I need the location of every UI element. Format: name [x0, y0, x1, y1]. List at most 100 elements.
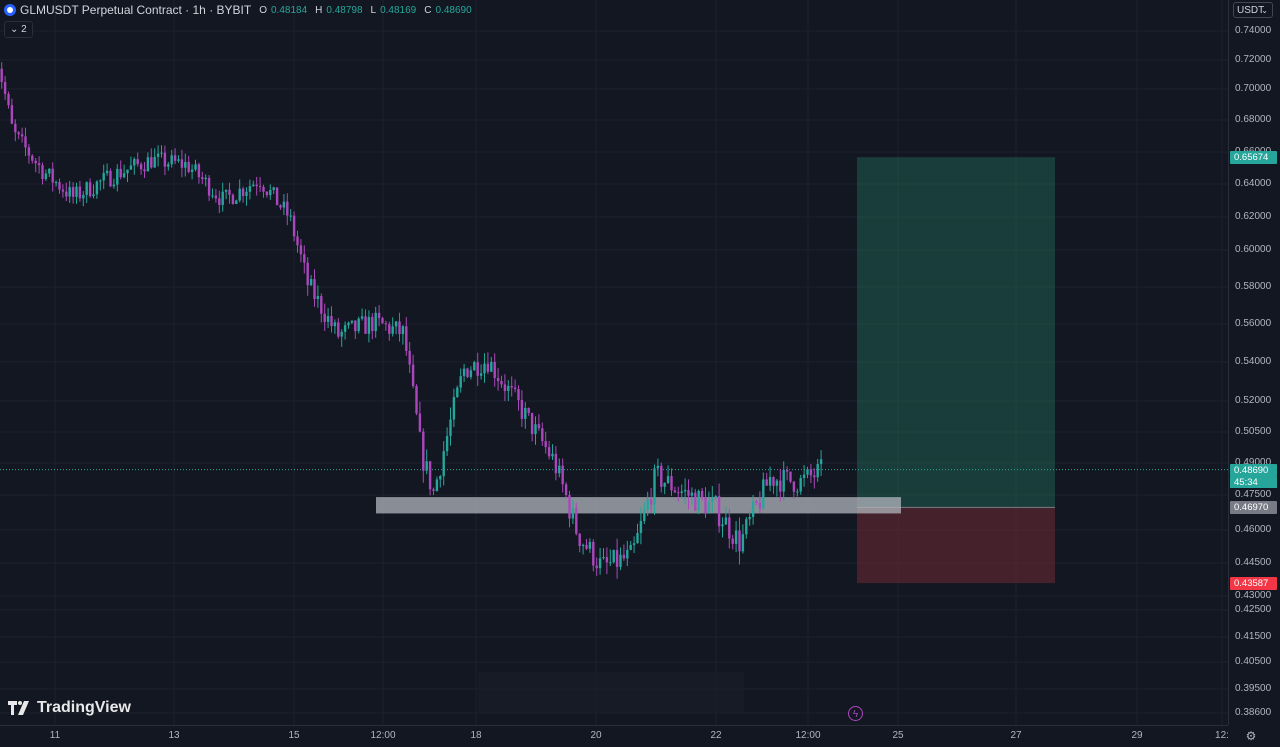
candle-body — [190, 169, 194, 173]
candle-body — [534, 424, 537, 435]
candle-body — [717, 496, 721, 527]
candle-body — [306, 262, 309, 286]
candle-body — [449, 419, 452, 437]
candle-body — [20, 134, 24, 137]
candle-body — [340, 331, 343, 337]
candle-body — [541, 428, 544, 442]
candle-body — [326, 315, 330, 322]
candle-body — [241, 188, 245, 196]
candle-body — [269, 189, 272, 196]
indicators-count: 2 — [21, 24, 27, 35]
time-scale[interactable]: 11 13 15 12:00 18 20 22 12:00 25 27 29 12: ⚙ — [0, 725, 1256, 747]
chart-legend: GLMUSDT Perpetual Contract · 1h · BYBIT … — [4, 3, 472, 17]
candle-body — [649, 499, 653, 505]
candle-body — [605, 557, 609, 563]
symbol-title[interactable]: GLMUSDT Perpetual Contract · 1h · BYBIT — [20, 3, 252, 17]
support-zone — [376, 497, 901, 514]
candle-body — [405, 326, 408, 351]
candle-body — [116, 168, 119, 185]
indicators-collapse-button[interactable]: ⌄ 2 — [4, 21, 33, 38]
stop-price-badge: 0.43587 — [1230, 577, 1277, 591]
candle-body — [585, 544, 588, 549]
candle-body — [755, 501, 758, 503]
candle-body — [439, 476, 442, 480]
candle-body — [707, 501, 711, 514]
candle-body — [371, 316, 374, 332]
lightning-icon[interactable]: ϟ — [848, 706, 863, 721]
candle-body — [337, 322, 340, 337]
candle-body — [197, 164, 201, 178]
candle-body — [231, 194, 235, 204]
chart-area[interactable]: GLMUSDT Perpetual Contract · 1h · BYBIT … — [0, 0, 1228, 725]
candle-body — [133, 159, 136, 166]
candle-body — [136, 159, 139, 165]
candle-body — [245, 191, 248, 196]
candle-body — [809, 469, 813, 476]
candle-body — [143, 169, 146, 172]
price-chart[interactable] — [0, 0, 1228, 725]
candle-body — [734, 530, 738, 544]
candle-body — [622, 554, 626, 559]
tradingview-logo[interactable]: TradingView — [8, 699, 131, 717]
candle-body — [768, 477, 772, 486]
price-scale[interactable]: USDT ⌄ 0.740000.720000.700000.680000.660… — [1228, 0, 1280, 725]
candle-body — [537, 424, 541, 429]
candle-body — [68, 187, 71, 197]
candle-body — [425, 461, 428, 471]
candle-body — [636, 533, 639, 544]
candle-body — [170, 155, 173, 165]
candle-body — [626, 549, 629, 559]
candle-body — [517, 389, 520, 401]
candle-body — [806, 469, 809, 475]
candle-body — [394, 321, 398, 327]
candle-body — [163, 152, 167, 167]
candle-body — [561, 465, 564, 485]
currency-label: USDT — [1237, 5, 1265, 16]
candle-body — [785, 469, 789, 472]
candle-body — [207, 177, 211, 196]
currency-selector[interactable]: USDT ⌄ — [1233, 2, 1273, 18]
low-key: L — [370, 4, 377, 16]
settings-icon[interactable]: ⚙ — [1245, 729, 1257, 743]
open-value: 0.48184 — [270, 4, 308, 16]
candle-body — [357, 318, 360, 332]
price-tick-label: 0.72000 — [1235, 54, 1272, 65]
candle-body — [663, 482, 666, 487]
candle-body — [792, 481, 796, 492]
candle-body — [275, 187, 279, 206]
candle-body — [751, 501, 755, 517]
candle-body — [680, 491, 683, 493]
candle-body — [459, 376, 462, 388]
time-tick-label: 12:00 — [370, 730, 396, 741]
candle-body — [653, 468, 656, 505]
candle-body — [323, 313, 326, 322]
candle-body — [126, 169, 129, 174]
candle-body — [796, 491, 799, 493]
candle-body — [445, 436, 449, 452]
close-value: 0.48690 — [435, 4, 472, 16]
candle-body — [527, 407, 530, 414]
candle-body — [551, 453, 554, 457]
candle-body — [452, 397, 456, 420]
price-tick-label: 0.60000 — [1235, 244, 1272, 255]
candle-body — [507, 385, 510, 391]
candle-body — [235, 200, 238, 204]
candle-body — [75, 186, 78, 197]
candle-body — [503, 384, 507, 391]
candle-body — [109, 170, 112, 187]
tradingview-logo-icon — [8, 701, 29, 715]
price-tick-label: 0.62000 — [1235, 211, 1272, 222]
candle-body — [51, 168, 54, 183]
price-tick-label: 0.74000 — [1235, 25, 1272, 36]
candle-body — [31, 155, 34, 161]
candle-body — [153, 156, 156, 168]
bar-countdown: 45:34 — [1230, 476, 1277, 488]
target-zone — [857, 157, 1055, 508]
candle-body — [581, 544, 585, 547]
candle-body — [347, 322, 350, 326]
time-tick-label: 20 — [590, 730, 602, 741]
candle-body — [71, 187, 75, 197]
candle-body — [473, 362, 476, 371]
candle-body — [3, 81, 7, 94]
candle-body — [48, 168, 51, 174]
